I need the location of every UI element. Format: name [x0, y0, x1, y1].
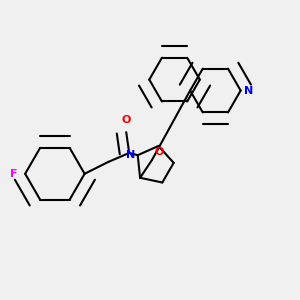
Text: N: N — [125, 150, 135, 160]
Text: N: N — [244, 85, 254, 96]
Text: O: O — [122, 115, 131, 125]
Text: O: O — [155, 147, 164, 157]
Text: F: F — [10, 169, 18, 179]
